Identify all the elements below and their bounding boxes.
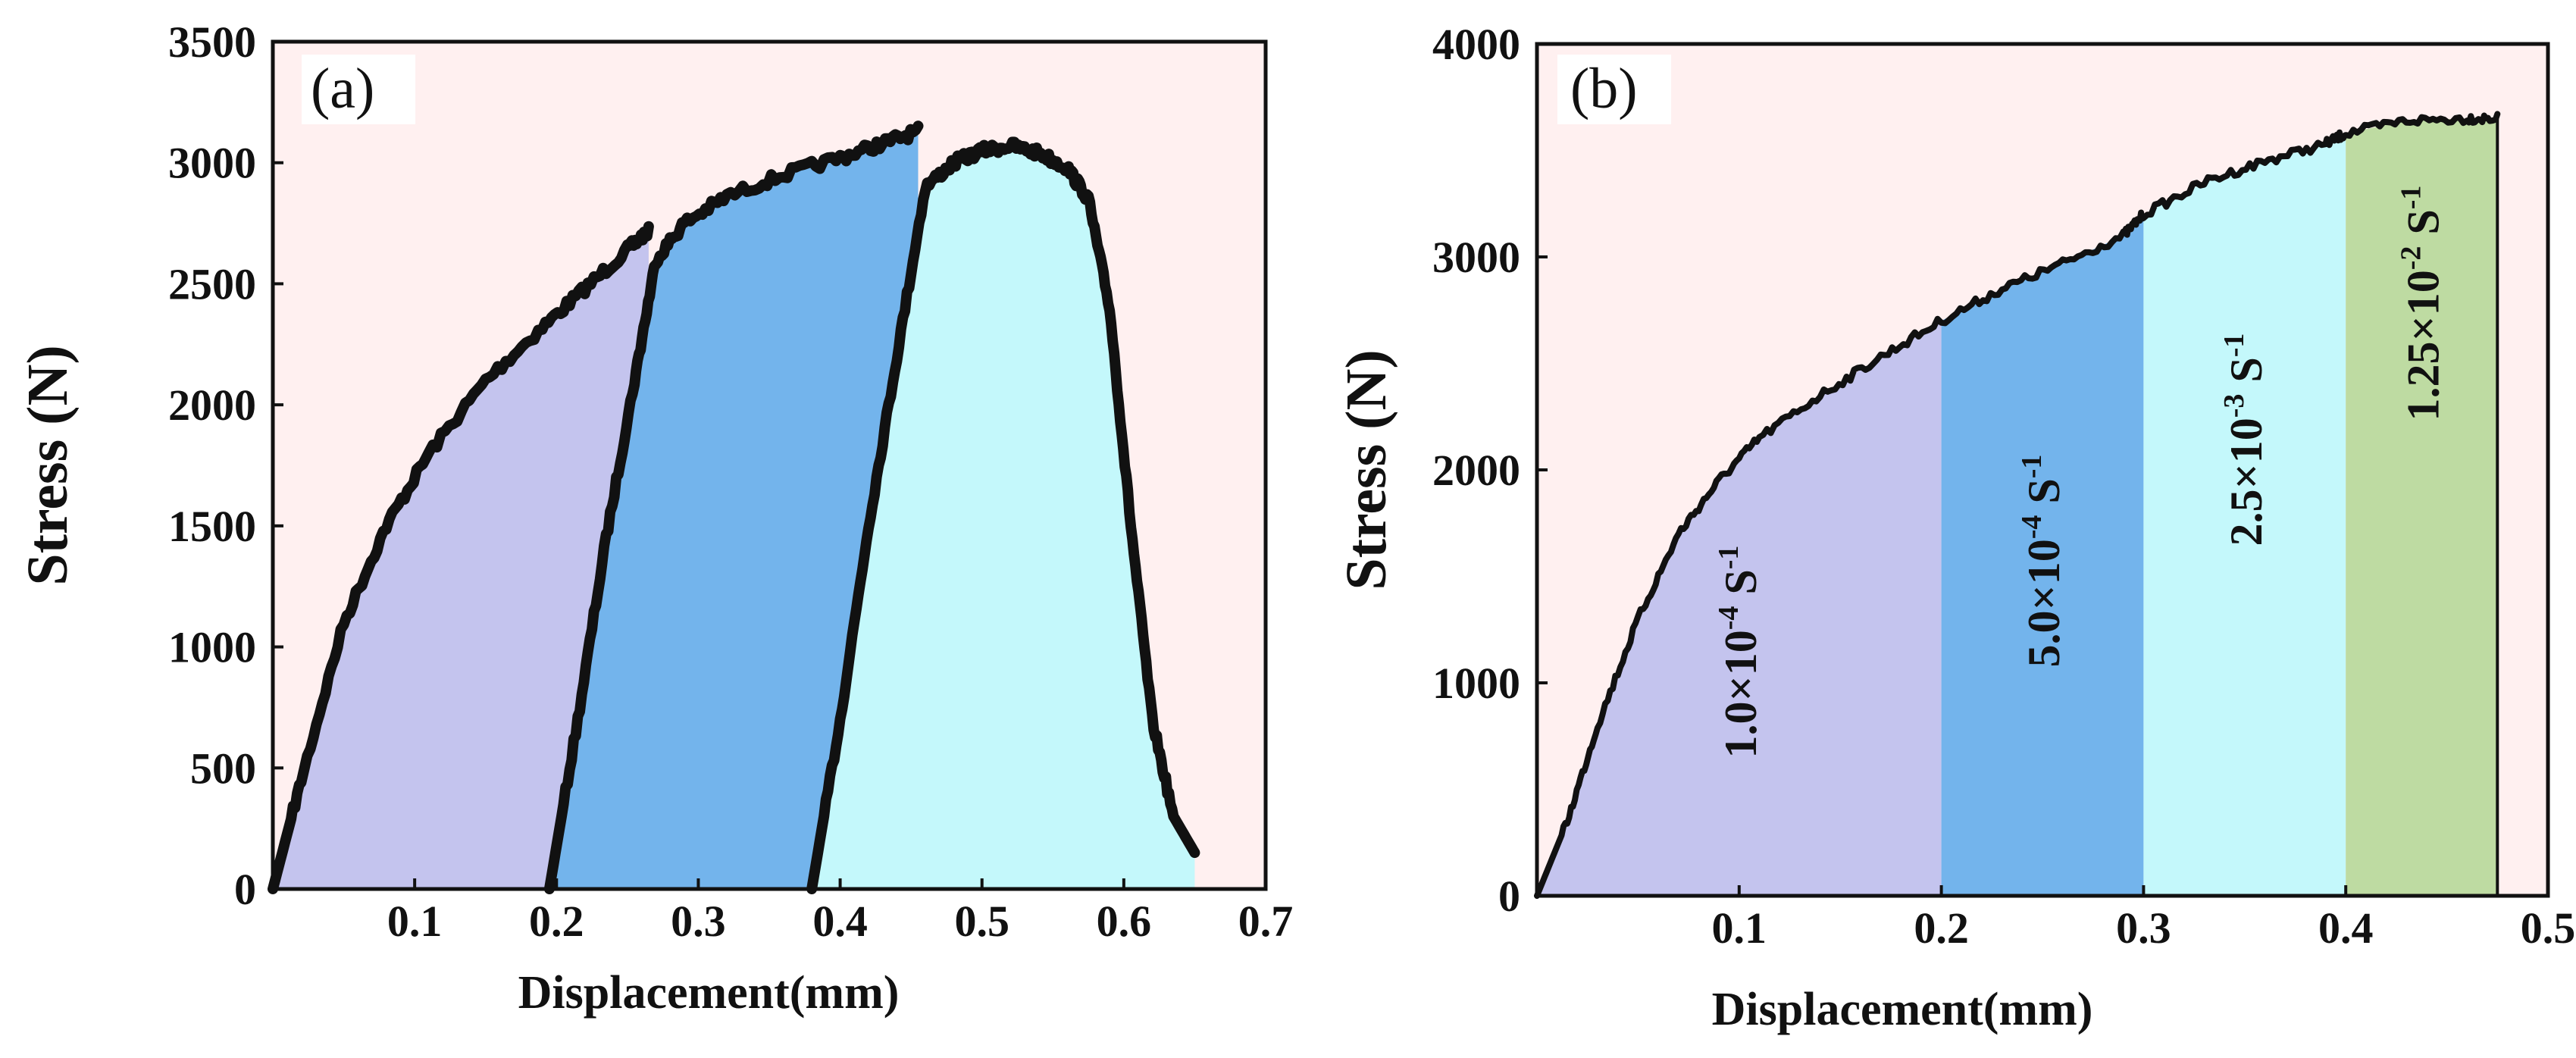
plot-b-regions [1537,118,2499,896]
panel-b-label-box [1557,55,1671,124]
plot-b-y-tick-label: 0 [1498,872,1520,921]
plot-a-x-tick-label: 0.7 [1238,897,1294,946]
panel-b: 1.0×10-4 S-1 5.0×10-4 S-1 2.5×10-3 S-1 1.25… [1335,20,2575,1035]
plot-b-region-2 [1941,214,2144,896]
plot-a-y-tick-label: 3500 [168,17,256,67]
plot-b-y-tick-label: 1000 [1432,659,1520,708]
plot-b-y-tick-label: 4000 [1432,20,1520,69]
plot-b-stress-curve [1534,111,2501,899]
plot-a-curve-test-3 [806,136,1200,894]
plot-b-rate-label-4: 1.25×10-2 S-1 [2395,186,2448,421]
plot-b-rate-label-2: 5.0×10-4 S-1 [2016,455,2069,668]
panel-a-label-box [302,55,415,124]
plot-b-region-3 [2143,133,2346,896]
plot-a-x-tick-label: 0.1 [387,897,443,946]
plot-b-x-ticks: 0.1 0.2 0.3 0.4 0.5 [1712,885,2576,953]
plot-a-areas [273,131,1195,889]
plot-a-curve-test-2 [543,121,924,894]
plot-a-y-tick-label: 500 [190,743,256,793]
plot-b-region-1 [1537,321,1942,896]
plot-b-rate-label-3: 2.5×10-3 S-1 [2218,333,2271,546]
plot-b-x-tick-label: 0.4 [2318,903,2374,953]
plot-a-y-axis-label: Stress (N) [16,345,80,585]
plot-b-y-axis-label: Stress (N) [1335,349,1398,590]
plot-b-rate-labels: 1.0×10-4 S-1 5.0×10-4 S-1 2.5×10-3 S-1 1.25… [1713,186,2448,759]
plot-b-y-tick-label: 2000 [1432,446,1520,495]
plot-a-y-tick-label: 1500 [168,502,256,551]
plot-a-area-test-2 [549,131,919,889]
plot-a-y-tick-label: 2500 [168,259,256,308]
plot-a-curve-test-1 [268,221,654,894]
panel-b-label: (b) [1570,57,1638,121]
plot-a-curves [268,121,1200,894]
plot-b-x-tick-label: 0.5 [2521,903,2576,953]
plot-a-y-tick-label: 2000 [168,380,256,430]
plot-a-area-test-1 [273,230,649,889]
plot-a-x-tick-label: 0.3 [671,897,726,946]
plot-b-rate-label-1: 1.0×10-4 S-1 [1713,546,1766,759]
plot-a-y-tick-label: 3000 [168,139,256,188]
plot-a-y-ticks: 0 500 1000 1500 2000 2500 3000 3500 [168,17,283,914]
plot-b-x-tick-label: 0.3 [2116,903,2171,953]
plot-a-x-tick-label: 0.5 [954,897,1009,946]
plot-a-y-tick-label: 0 [234,865,256,914]
plot-a-x-tick-label: 0.2 [529,897,584,946]
plot-a-x-axis-label: Displacement(mm) [518,967,900,1019]
plot-b-region-4 [2346,118,2498,896]
plot-a-x-tick-label: 0.4 [812,897,868,946]
plot-a-x-tick-label: 0.6 [1097,897,1152,946]
plot-b-x-axis-label: Displacement(mm) [1712,984,2093,1035]
plot-a-y-tick-label: 1000 [168,623,256,672]
panel-a: 0.1 0.2 0.3 0.4 0.5 0.6 0.7 0 500 1000 1500 2000 25… [16,17,1293,1019]
panel-a-label: (a) [311,57,374,121]
plot-b-y-tick-label: 3000 [1432,233,1520,282]
plot-a-x-ticks: 0.1 0.2 0.3 0.4 0.5 0.6 0.7 [387,878,1293,946]
plot-b-x-tick-label: 0.1 [1712,903,1767,953]
plot-a-area-test-3 [812,146,1195,889]
plot-b-curve [1534,111,2501,899]
plot-b-x-tick-label: 0.2 [1914,903,1969,953]
plot-b-y-ticks: 0 1000 2000 3000 4000 [1432,20,1548,921]
plot-a-frame [271,39,1268,891]
